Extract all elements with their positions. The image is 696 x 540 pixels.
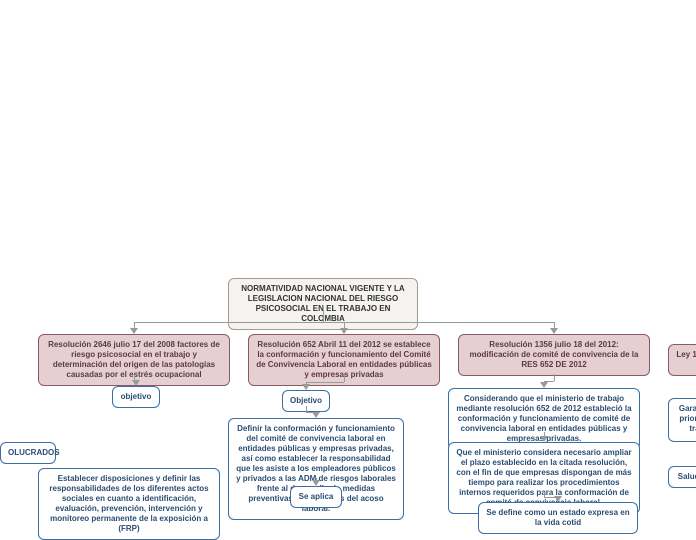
node-olucrados: OLUCRADOS — [0, 442, 56, 464]
node-establecer: Establecer disposiciones y definir las r… — [38, 468, 220, 540]
edge — [323, 322, 554, 323]
arrow — [132, 380, 140, 386]
node-ley16: Ley 16 cual s — [668, 344, 696, 376]
node-objetivo1: objetivo — [112, 386, 160, 408]
node-gara: Gara la sa prior la pr trast — [668, 398, 696, 442]
arrow — [554, 496, 562, 502]
arrow — [302, 384, 310, 390]
edge — [323, 310, 324, 322]
arrow — [312, 480, 320, 486]
edge — [134, 322, 323, 323]
node-saludmen: Salud men — [668, 466, 696, 488]
node-res1356: Resolución 1356 julio 18 del 2012: modif… — [458, 334, 650, 376]
arrow — [540, 436, 548, 442]
arrow — [312, 412, 320, 418]
node-seaplica: Se aplica — [290, 486, 342, 508]
edge — [306, 382, 344, 383]
arrow — [130, 328, 138, 334]
arrow — [550, 328, 558, 334]
arrow — [540, 382, 548, 388]
node-sedefine: Se define como un estado expresa en la v… — [478, 502, 638, 534]
arrow — [340, 328, 348, 334]
